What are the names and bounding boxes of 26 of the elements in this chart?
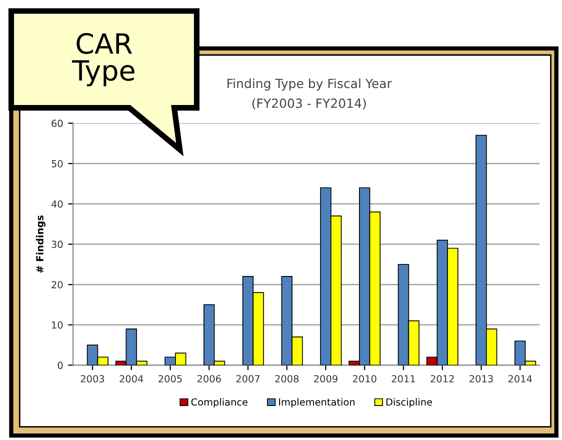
y-axis-title: # Findings — [36, 215, 46, 273]
y-tick-label: 20 — [52, 281, 63, 288]
x-tick-label: 2003 — [80, 375, 104, 382]
x-tick-label: 2010 — [352, 375, 376, 382]
y-tick-label: 50 — [52, 160, 63, 168]
x-tick-label: 2007 — [236, 375, 260, 382]
legend-label: Implementation — [279, 398, 355, 408]
x-tick-label: 2008 — [275, 375, 299, 382]
x-tick-label: 2009 — [314, 375, 338, 382]
x-tick-label: 2011 — [392, 375, 415, 382]
legend-label: Compliance — [191, 398, 248, 408]
y-tick-label: 40 — [51, 200, 63, 208]
y-tick-label: 0 — [58, 362, 63, 370]
x-tick-label: 2014 — [508, 375, 532, 382]
x-tick-label: 2013 — [470, 375, 493, 382]
x-tick-label: 2012 — [430, 375, 454, 382]
x-tick-label: 2006 — [197, 375, 221, 382]
chart-title: Finding Type by Fiscal Year — [228, 78, 392, 91]
x-tick-label: 2004 — [120, 375, 144, 382]
y-tick-label: 60 — [52, 120, 63, 128]
x-tick-label: 2005 — [158, 375, 182, 382]
chart-subtitle: (FY2003 - FY2014) — [252, 98, 366, 110]
legend-label: Discipline — [386, 398, 432, 408]
text: CAR Type — [72, 33, 134, 86]
y-tick-label: 10 — [52, 321, 63, 329]
y-tick-label: 30 — [52, 240, 63, 248]
